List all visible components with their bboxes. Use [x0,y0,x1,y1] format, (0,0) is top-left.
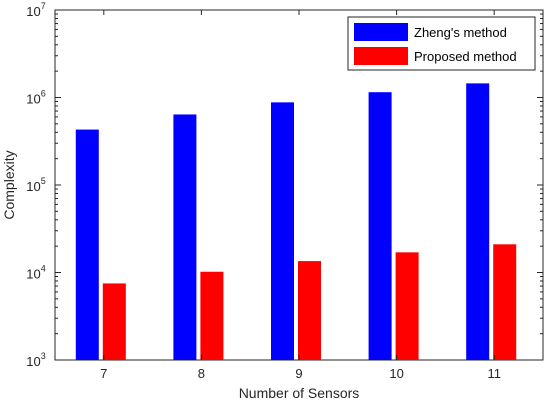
y-tick-label: 103 [26,351,45,369]
legend-label-zheng: Zheng's method [414,25,507,40]
bar-zheng-11 [466,83,490,360]
y-axis: 103 104 105 106 107 [26,1,543,369]
bar-proposed-10 [395,252,419,360]
x-axis: 7 8 9 10 11 [100,10,501,381]
bar-zheng-9 [271,102,294,361]
x-tick-label: 8 [198,366,205,381]
bar-proposed-7 [102,283,126,360]
y-axis-label: Complexity [1,150,17,219]
x-tick-label: 10 [389,366,403,381]
y-tick-label: 106 [26,89,45,107]
y-tick-label: 104 [26,264,45,282]
legend-swatch-proposed [354,47,408,65]
legend-swatch-zheng [354,23,408,41]
x-axis-label: Number of Sensors [239,385,360,401]
y-tick-label: 105 [26,176,45,194]
bar-proposed-8 [200,271,224,360]
x-tick-label: 7 [100,366,107,381]
y-tick-label: 107 [26,1,45,19]
bars-group [75,83,517,361]
bar-zheng-7 [75,129,99,360]
bar-zheng-10 [368,92,392,361]
bar-proposed-9 [298,261,321,360]
bar-proposed-11 [493,244,517,360]
legend-label-proposed: Proposed method [414,49,517,64]
legend: Zheng's method Proposed method [347,16,536,71]
x-tick-label: 9 [295,366,302,381]
x-tick-label: 11 [487,366,501,381]
bar-zheng-8 [173,114,197,360]
